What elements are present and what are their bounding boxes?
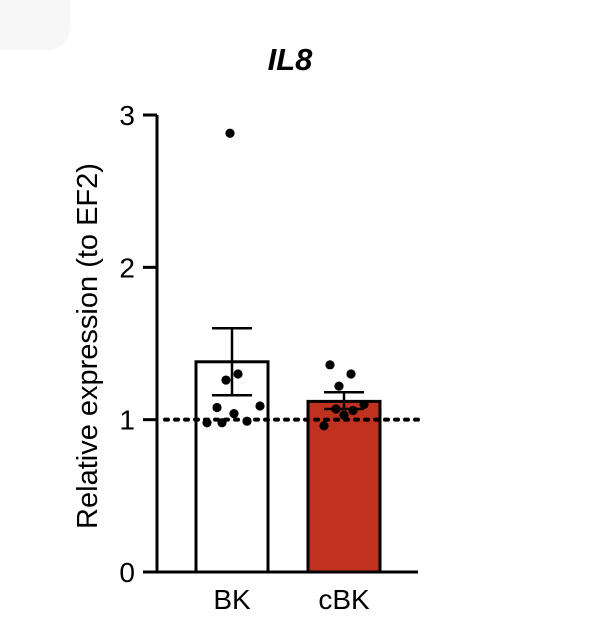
data-point — [255, 401, 265, 411]
data-point — [233, 369, 243, 379]
data-point — [225, 128, 235, 138]
y-tick-label: 1 — [119, 405, 135, 436]
y-tick-label: 2 — [119, 252, 135, 283]
bar-cBK — [306, 399, 382, 574]
x-tick-label-cBK: cBK — [318, 584, 370, 615]
data-point — [359, 399, 369, 410]
data-point — [348, 405, 358, 416]
data-point — [325, 360, 335, 370]
data-point — [221, 375, 231, 385]
panel-label-fragment — [0, 0, 70, 50]
data-point — [331, 404, 341, 414]
data-point — [346, 369, 356, 379]
data-point — [229, 408, 239, 419]
y-axis-label: Relative expression (to EF2) — [72, 163, 104, 529]
x-tick-label-BK: BK — [213, 584, 251, 615]
data-point — [319, 421, 329, 431]
plot-area: 0 1 2 3 BK cBK — [119, 100, 420, 615]
chart-title: IL8 — [268, 42, 314, 77]
y-tick-label: 0 — [119, 557, 135, 588]
data-point — [212, 402, 222, 413]
data-point — [339, 410, 349, 420]
data-point — [334, 381, 344, 391]
y-tick-label: 3 — [119, 100, 135, 131]
